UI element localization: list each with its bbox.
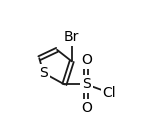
Text: O: O <box>81 53 92 67</box>
Text: S: S <box>39 66 48 80</box>
Text: Br: Br <box>64 30 79 44</box>
Text: S: S <box>39 66 48 80</box>
Text: S: S <box>82 77 91 91</box>
Text: O: O <box>81 53 92 67</box>
Text: S: S <box>82 77 91 91</box>
Text: O: O <box>81 101 92 115</box>
Text: Cl: Cl <box>103 86 116 100</box>
Text: Br: Br <box>64 30 79 44</box>
Text: O: O <box>81 101 92 115</box>
Text: Cl: Cl <box>103 86 116 100</box>
